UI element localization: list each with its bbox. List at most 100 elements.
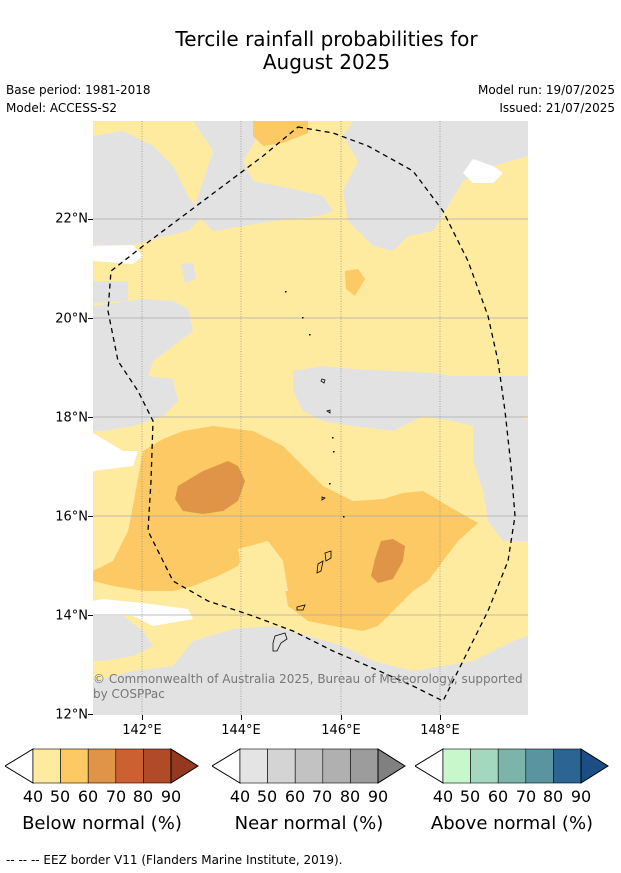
colorbar-segment (294, 748, 324, 784)
island-2 (326, 409, 331, 414)
white-gap-bottom-left (93, 599, 193, 626)
xtick-142 (142, 715, 143, 720)
islet-5 (333, 451, 335, 453)
islet-1 (285, 291, 287, 293)
lat-label: 20°N (55, 311, 88, 327)
map-credit: © Commonwealth of Australia 2025, Bureau… (93, 672, 523, 701)
base-period-text: Base period: 1981-2018 (6, 83, 151, 97)
colorbar-segment (115, 748, 144, 784)
eez-legend-text: -- -- -- EEZ border V11 (Flanders Marine… (6, 853, 343, 867)
ytick-20 (88, 318, 93, 319)
eez-border (107, 126, 516, 702)
lat-label: 16°N (55, 509, 88, 525)
yellow-region-small (345, 269, 365, 296)
cb-tick: 90 (160, 787, 182, 806)
colorbar-title-near: Near normal (%) (234, 813, 384, 834)
colorbar-segment (60, 748, 89, 784)
lon-label: 142°E (122, 723, 162, 738)
grey-region-left-lower (93, 299, 193, 431)
colorbar-segment (470, 748, 499, 784)
cb-tick: 80 (339, 787, 361, 806)
model-text: Model: ACCESS-S2 (6, 101, 118, 115)
meta-left: Base period: 1981-2018 Model: ACCESS-S2 (6, 81, 151, 117)
grey-region-right-strip (473, 419, 528, 541)
islet-7 (343, 516, 345, 518)
lon-label: 146°E (321, 723, 361, 738)
colorbar-above (415, 748, 609, 784)
grey-region-left-mid (93, 281, 128, 303)
yellow-region-gap (238, 541, 288, 591)
meta-right: Model run: 19/07/2025 Issued: 21/07/2025 (478, 81, 615, 117)
colorbar-near (212, 748, 406, 784)
grey-region-top-right (343, 121, 528, 251)
white-gap-right (463, 159, 503, 183)
lat-label: 12°N (55, 707, 88, 723)
white-gap-left-top (93, 245, 143, 264)
cb-tick: 80 (132, 787, 154, 806)
ytick-12 (88, 714, 93, 715)
ytick-16 (88, 516, 93, 517)
orange-region-right (371, 539, 405, 583)
colorbar-segment (143, 748, 172, 784)
cb-tick: 40 (229, 787, 251, 806)
grey-region-top-left (93, 131, 203, 245)
map-overlay (93, 121, 528, 715)
grey-region-center (293, 366, 528, 431)
ytick-14 (88, 615, 93, 616)
islet-4 (332, 437, 334, 439)
cb-tick: 50 (459, 787, 481, 806)
islet-2 (302, 317, 304, 319)
cb-tick: 60 (487, 787, 509, 806)
xtick-144 (241, 715, 242, 720)
colorbar-segment (350, 748, 379, 784)
island-1 (320, 378, 326, 384)
cb-tick: 80 (542, 787, 564, 806)
island-guam (272, 632, 288, 652)
cb-tick: 70 (515, 787, 537, 806)
colorbar-title-above: Above normal (%) (430, 813, 594, 834)
grey-region-left-bottom (93, 611, 153, 661)
cb-tick: 90 (367, 787, 389, 806)
xtick-148 (440, 715, 441, 720)
lon-label: 148°E (420, 723, 460, 738)
grey-region-top-center (193, 121, 333, 231)
map-title: Tercile rainfall probabilities for Augus… (175, 27, 478, 74)
island-6 (296, 604, 306, 611)
colorbar-segment (32, 748, 61, 784)
colorbar-below (5, 748, 199, 784)
grey-small-island (181, 263, 196, 283)
cb-tick: 60 (77, 787, 99, 806)
cb-tick: 70 (105, 787, 127, 806)
colorbar-segment (239, 748, 268, 784)
rainfall-map (93, 121, 528, 715)
white-gap-left-mid (93, 433, 138, 471)
cb-tick: 40 (432, 787, 454, 806)
island-3 (321, 496, 326, 501)
islet-6 (329, 483, 331, 485)
cb-tick: 60 (284, 787, 306, 806)
colorbar-segment (497, 748, 527, 784)
colorbar-segment (267, 748, 296, 784)
colorbar-title-below: Below normal (%) (22, 813, 182, 834)
lat-label: 22°N (55, 211, 88, 227)
colorbar-segment (87, 748, 117, 784)
yellow-region-top (253, 121, 308, 146)
colorbar-segment (525, 748, 554, 784)
cb-tick: 70 (311, 787, 333, 806)
lat-label: 18°N (55, 410, 88, 426)
colorbar-segment (442, 748, 471, 784)
xtick-146 (341, 715, 342, 720)
model-run-text: Model run: 19/07/2025 (477, 83, 615, 97)
cb-tick: 50 (49, 787, 71, 806)
issued-text: Issued: 21/07/2025 (499, 101, 615, 115)
grey-region-bottom-center (93, 626, 528, 715)
colorbar-segment (553, 748, 582, 784)
colorbar-segment (322, 748, 351, 784)
island-4 (324, 550, 332, 562)
cb-tick: 50 (256, 787, 278, 806)
ytick-22 (88, 219, 93, 220)
islet-3 (309, 334, 311, 336)
lon-label: 144°E (221, 723, 261, 738)
ytick-18 (88, 417, 93, 418)
orange-region-left (175, 461, 245, 514)
